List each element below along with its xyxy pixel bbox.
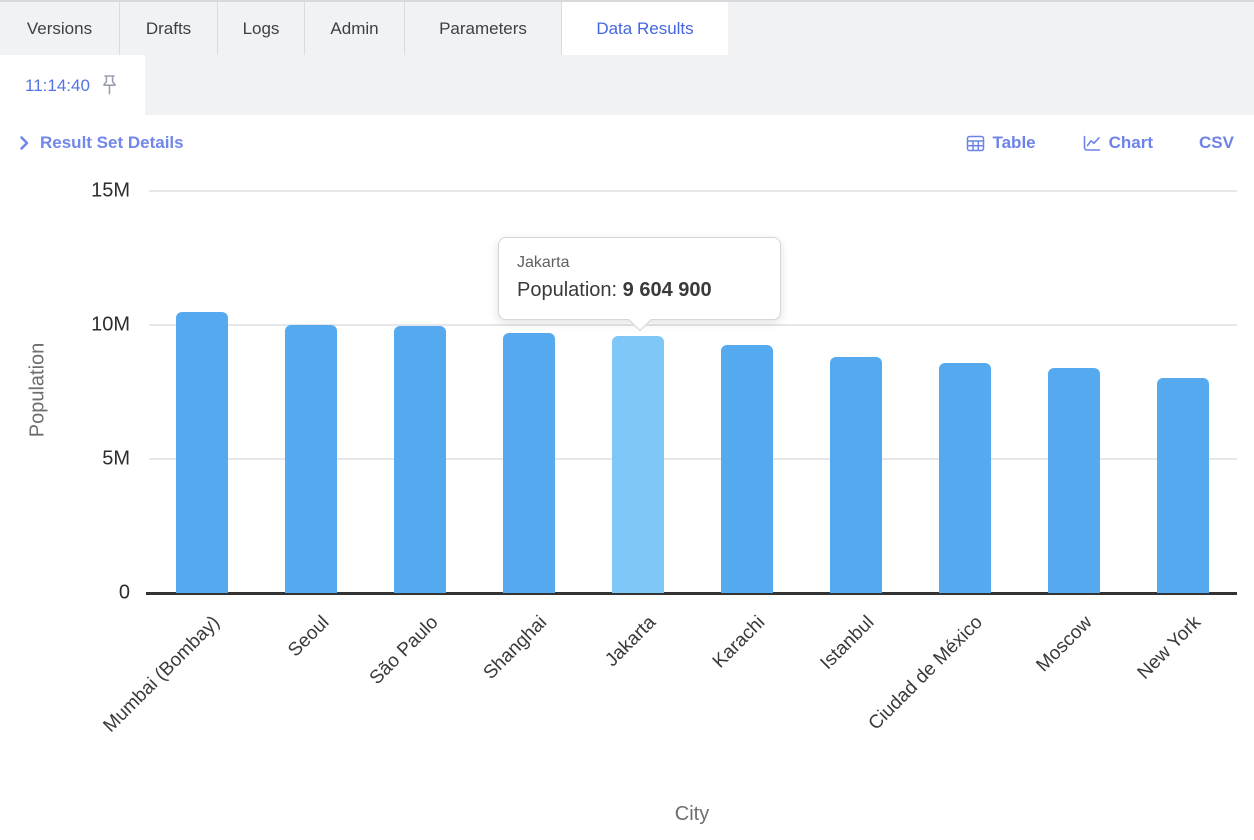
bar-seoul[interactable] [284,325,337,593]
x-tick-label-jakarta: Jakarta [601,612,661,671]
chart-view-button[interactable]: Chart [1082,133,1153,153]
tab-parameters[interactable]: Parameters [405,2,562,55]
y-axis-title: Population [26,342,49,438]
tab-admin[interactable]: Admin [305,2,405,55]
x-tick-label-mumbai-bombay: Mumbai (Bombay) [99,612,225,737]
y-tick-label-10M: 10M [91,313,130,336]
bar-s-o-paulo[interactable] [393,326,446,593]
table-icon [966,134,985,153]
tab-data-results[interactable]: Data Results [562,2,728,55]
header: Versions Drafts Logs Admin Parameters Data Re… [0,0,1254,117]
line-chart-icon [1082,134,1102,153]
result-tab-current[interactable]: 11:14:40 [0,55,145,117]
csv-export-label: CSV [1199,133,1234,152]
x-tick-label-moscow: Moscow [1032,612,1097,677]
tab-drafts[interactable]: Drafts [120,2,218,55]
gridline-10M [149,324,1237,326]
bar-karachi[interactable] [720,345,773,593]
tooltip-value: 9 604 900 [622,279,712,301]
result-timestamp: 11:14:40 [25,76,90,95]
gridline-15M [149,190,1237,192]
result-set-details-toggle[interactable]: Result Set Details [16,133,184,153]
bar-ciudad-de-m-xico[interactable] [938,363,991,593]
result-tab-bar: 11:14:40 [0,55,1254,117]
bar-istanbul[interactable] [829,357,882,593]
x-tick-label-karachi: Karachi [708,612,770,673]
tooltip-series-label: Population: [517,279,618,301]
csv-export-button[interactable]: CSV [1199,133,1234,153]
table-view-button[interactable]: Table [966,133,1036,153]
bar-moscow[interactable] [1047,368,1100,593]
bar-shanghai[interactable] [502,333,555,593]
y-tick-label-5M: 5M [102,447,130,470]
population-bar-chart: Population City 0 5M 10M 15M Mumbai (Bombay)… [0,115,1254,840]
view-options: Table Chart CSV [966,133,1234,153]
gridline-5M [149,458,1237,460]
x-tick-label-ciudad-de-m-xico: Ciudad de México [864,612,988,735]
chart-view-label: Chart [1108,133,1154,152]
x-tick-label-s-o-paulo: São Paulo [365,612,443,689]
tooltip-series-line: Population: 9 604 900 [517,277,762,303]
x-tick-label-seoul: Seoul [284,612,334,662]
y-tick-label-15M: 15M [91,179,130,202]
x-tick-label-istanbul: Istanbul [816,612,879,674]
x-axis-line [146,592,1237,595]
main-tab-bar: Versions Drafts Logs Admin Parameters Data Re… [0,2,728,57]
pushpin-icon[interactable] [99,74,120,98]
tab-logs[interactable]: Logs [218,2,305,55]
bar-jakarta[interactable] [611,336,664,593]
chevron-right-icon [16,135,32,151]
tab-versions[interactable]: Versions [0,2,120,55]
y-tick-label-0: 0 [118,581,130,604]
bar-mumbai-bombay[interactable] [175,312,228,593]
chart-tooltip: Jakarta Population: 9 604 900 [498,237,781,332]
result-set-details-label: Result Set Details [40,133,184,152]
bar-new-york[interactable] [1156,378,1209,593]
x-axis-title: City [674,803,710,825]
tooltip-arrow [628,308,651,332]
tooltip-category: Jakarta [517,254,570,271]
x-tick-label-shanghai: Shanghai [479,612,552,684]
x-tick-label-new-york: New York [1133,612,1206,684]
table-view-label: Table [992,133,1036,152]
